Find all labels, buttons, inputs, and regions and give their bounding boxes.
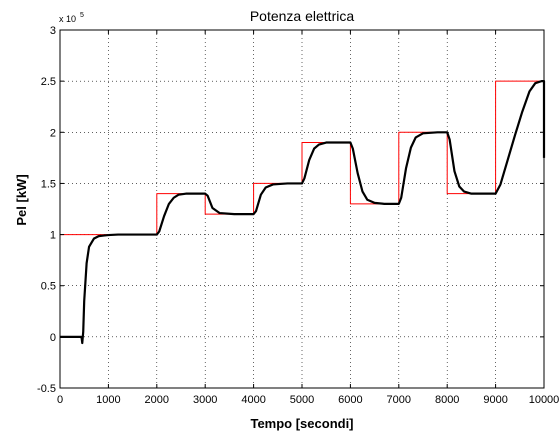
x-tick-label: 4000 [241, 394, 265, 406]
y-tick-label: 0.5 [41, 281, 56, 293]
x-tick-label: 5000 [290, 394, 314, 406]
x-tick-label: 3000 [193, 394, 217, 406]
x-tick-label: 7000 [387, 394, 411, 406]
y-axis-label: Pel [kW] [14, 174, 29, 225]
x-tick-label: 1000 [96, 394, 120, 406]
y-exponent-power: 5 [80, 12, 84, 19]
axis-ticks [59, 29, 545, 389]
y-tick-label: 3 [50, 25, 56, 37]
y-tick-label: 1.5 [41, 178, 56, 190]
response-series-line [60, 80, 546, 345]
y-tick-label: 1 [50, 230, 56, 242]
series-layer [60, 80, 546, 345]
y-tick-label: 2 [50, 127, 56, 139]
x-tick-label: 8000 [435, 394, 459, 406]
x-tick-label: 10000 [529, 394, 560, 406]
x-tick-label: 9000 [483, 394, 507, 406]
x-tick-label: 0 [57, 394, 63, 406]
y-tick-label: 0 [50, 332, 56, 344]
x-tick-label: 6000 [338, 394, 362, 406]
x-tick-label: 2000 [145, 394, 169, 406]
x-axis-label: Tempo [secondi] [250, 416, 353, 431]
y-tick-label: -0.5 [37, 383, 56, 395]
y-tick-label: 2.5 [41, 76, 56, 88]
y-exponent: x 10 5 [59, 12, 84, 24]
tick-labels: 0 1000 2000 3000 4000 5000 6000 7000 8000 9000 100… [37, 25, 559, 406]
plot-area [60, 30, 544, 388]
y-exponent-base: x 10 [59, 14, 76, 24]
chart-title: Potenza elettrica [250, 8, 354, 24]
